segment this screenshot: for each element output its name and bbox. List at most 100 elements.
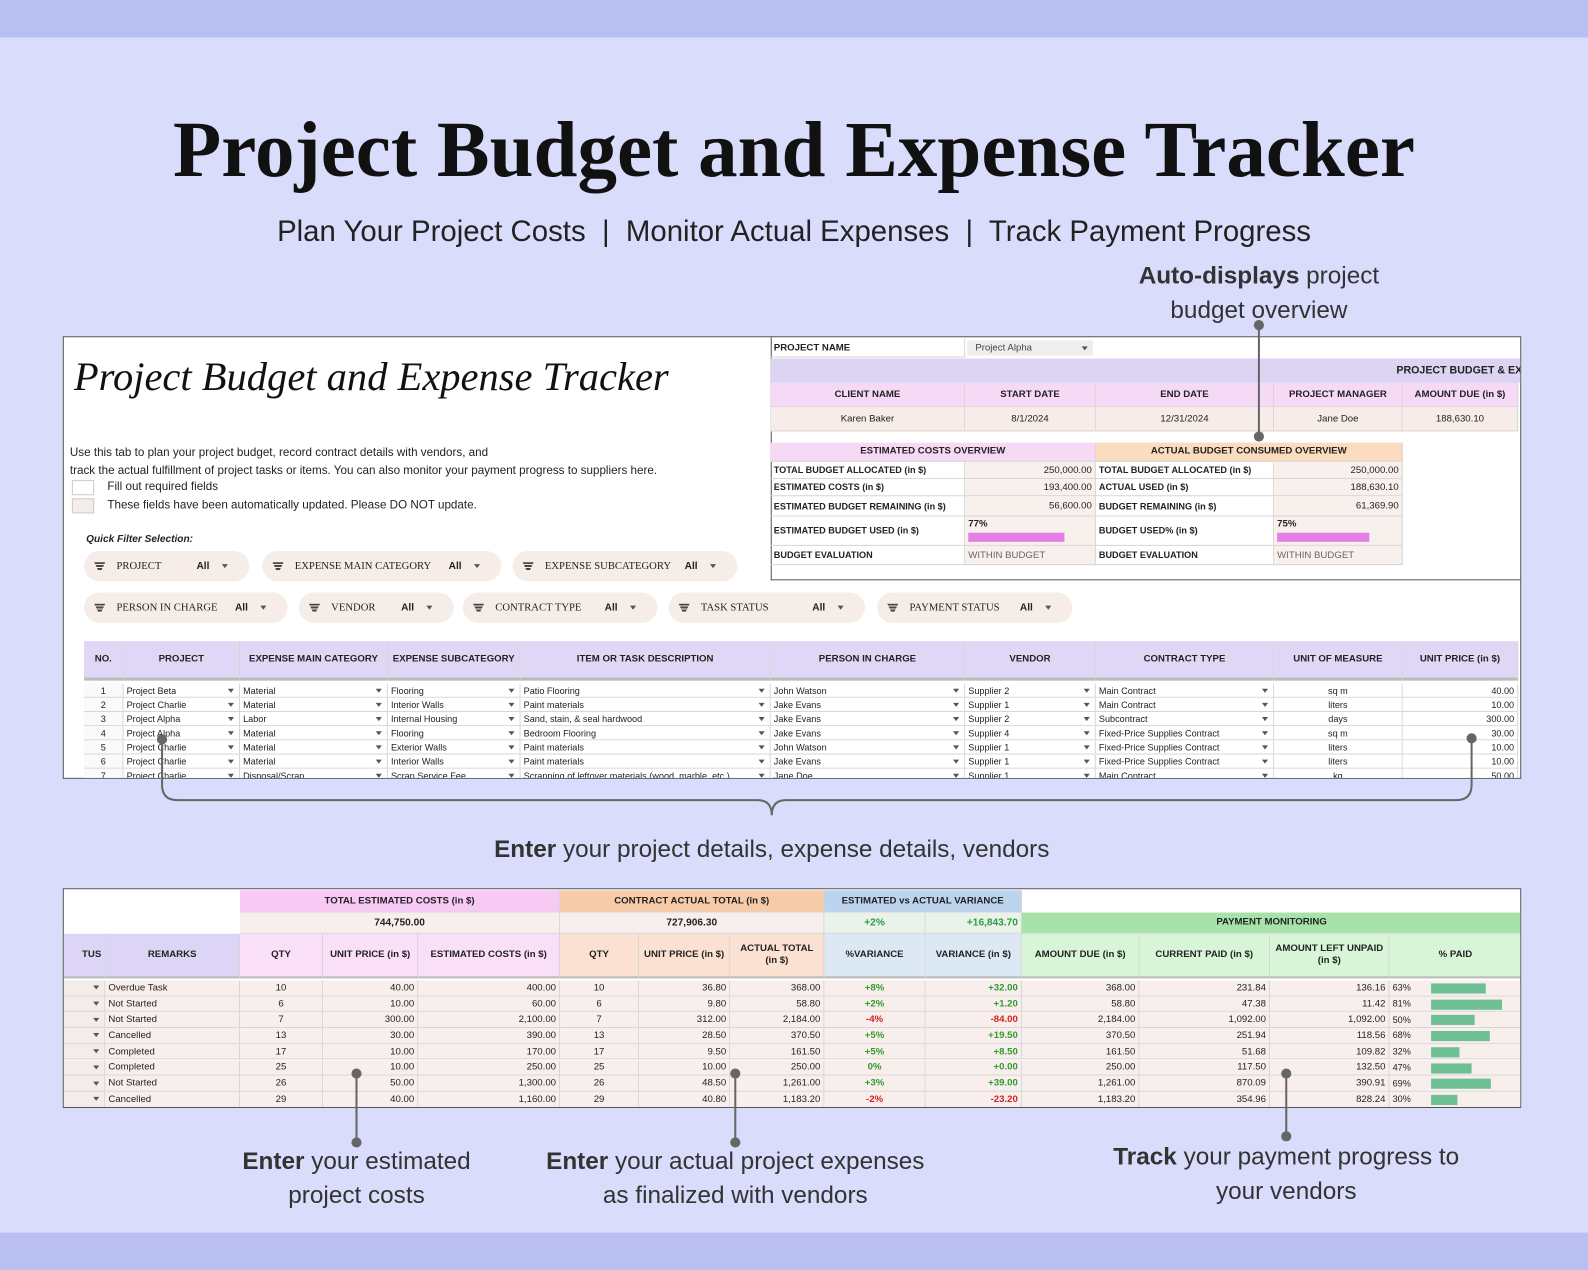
project-dropdown[interactable]: Project Alpha bbox=[967, 340, 1093, 356]
table-cell: -4% bbox=[824, 1012, 926, 1029]
table-cell: 10.00 bbox=[323, 1043, 419, 1060]
overview-value: 250,000.00 bbox=[965, 461, 1096, 480]
filter-pill[interactable] bbox=[84, 550, 250, 582]
table-cell: Material bbox=[240, 740, 388, 755]
filter-value: All bbox=[685, 551, 721, 581]
table-cell: 25 bbox=[240, 1059, 324, 1076]
table-cell: 1,160.00 bbox=[418, 1091, 561, 1107]
group-total: 727,906.30 bbox=[560, 912, 825, 934]
table-cell: Material bbox=[240, 683, 388, 698]
table-cell: 10.00 bbox=[323, 996, 419, 1013]
info-header: PROJECT MANAGER bbox=[1274, 382, 1403, 408]
table-cell: 870.09 bbox=[1139, 1075, 1271, 1092]
table-cell: Not Started bbox=[105, 1012, 241, 1029]
filter-pill[interactable] bbox=[462, 592, 658, 623]
info-header: CLIENT NAME bbox=[770, 382, 966, 408]
callout-text: your payment progress to bbox=[1183, 1143, 1460, 1171]
info-value: 188,630.10 bbox=[1402, 407, 1519, 432]
table-cell: John Watson bbox=[770, 683, 966, 698]
table-cell: 9.50 bbox=[639, 1043, 731, 1060]
table-cell: 250.00 bbox=[418, 1059, 561, 1076]
table-cell: +39.00 bbox=[925, 1075, 1022, 1092]
table-cell: 25 bbox=[560, 1059, 640, 1076]
status-dropdown[interactable] bbox=[63, 1091, 106, 1107]
table-cell: 6 bbox=[560, 996, 640, 1013]
table-cell: 300.00 bbox=[323, 1012, 419, 1029]
legend-swatch bbox=[71, 498, 95, 514]
callout-text: as finalized with vendors bbox=[602, 1181, 868, 1210]
status-dropdown[interactable] bbox=[63, 980, 106, 997]
overview-label: BUDGET USED% (in $) bbox=[1095, 516, 1275, 546]
filter-label: PERSON IN CHARGE bbox=[116, 602, 218, 614]
table-cell: 2,100.00 bbox=[418, 1012, 561, 1029]
table-cell: 17 bbox=[560, 1043, 640, 1060]
table-cell: Paint materials bbox=[520, 754, 771, 769]
filter-label: CONTRACT TYPE bbox=[495, 602, 582, 614]
table-cell: liters bbox=[1274, 754, 1403, 769]
table-cell: Labor bbox=[240, 711, 388, 727]
sheet-panel: TOTAL ESTIMATED COSTS (in $) 744,750.00 CO… bbox=[62, 888, 1522, 1109]
table-cell: 51.68 bbox=[1139, 1043, 1271, 1060]
table-cell: Project Alpha bbox=[123, 711, 241, 727]
callout-text: project costs bbox=[288, 1181, 425, 1210]
status-dropdown[interactable] bbox=[63, 1059, 106, 1076]
quick-filter-label: Quick Filter Selection: bbox=[86, 533, 194, 545]
table-cell: Jake Evans bbox=[770, 697, 966, 712]
filter-pill[interactable] bbox=[512, 550, 738, 582]
table-cell: 3 bbox=[84, 711, 124, 727]
callout-bold: Enter bbox=[494, 835, 557, 863]
table-cell: 50.00 bbox=[1402, 768, 1519, 778]
table-header: AMOUNT DUE (in $) bbox=[1021, 933, 1140, 979]
filter-pill[interactable] bbox=[668, 592, 865, 623]
table-header: CURRENT PAID (in $) bbox=[1139, 933, 1271, 979]
group-total: +2% bbox=[824, 912, 926, 934]
table-cell: Fixed-Price Supplies Contract bbox=[1095, 754, 1275, 769]
overview-value: 250,000.00 bbox=[1274, 461, 1403, 480]
table-cell: Material bbox=[240, 754, 388, 769]
table-cell: days bbox=[1274, 711, 1403, 727]
group-total: +16,843.70 bbox=[925, 912, 1022, 934]
table-header: CONTRACT TYPE bbox=[1095, 641, 1275, 681]
table-cell: 161.50 bbox=[730, 1043, 825, 1060]
table-cell: 368.00 bbox=[730, 980, 825, 997]
status-dropdown[interactable] bbox=[63, 1012, 106, 1029]
callout: Enter your estimated project costs bbox=[32, 1144, 680, 1213]
table-cell: Exterior Walls bbox=[387, 740, 521, 755]
filter-icon bbox=[887, 603, 899, 612]
callout-bold: Enter bbox=[242, 1147, 305, 1175]
callout-bold: Track bbox=[1113, 1143, 1177, 1171]
table-cell: Project Alpha bbox=[123, 726, 241, 741]
filter-pill[interactable] bbox=[877, 592, 1073, 623]
filter-value: All bbox=[235, 592, 271, 622]
overview-value: 56,600.00 bbox=[965, 496, 1096, 517]
status-dropdown[interactable] bbox=[63, 1075, 106, 1092]
table-cell: +5% bbox=[824, 1043, 926, 1060]
table-cell: Supplier 1 bbox=[965, 754, 1096, 769]
callout-line: Enter your estimated bbox=[32, 1144, 680, 1178]
status-dropdown[interactable] bbox=[63, 996, 106, 1013]
table-header: NO. bbox=[84, 641, 124, 681]
table-cell: +0.00 bbox=[925, 1059, 1022, 1076]
filter-icon bbox=[522, 562, 534, 571]
filter-value: All bbox=[812, 592, 848, 622]
filter-pill[interactable] bbox=[84, 592, 288, 623]
table-cell: 1,300.00 bbox=[418, 1075, 561, 1092]
table-cell: 1,092.00 bbox=[1270, 1012, 1390, 1029]
table-cell: Paint materials bbox=[520, 740, 771, 755]
table-cell: 1,183.20 bbox=[730, 1091, 825, 1107]
status-dropdown[interactable] bbox=[63, 1043, 106, 1060]
table-cell: Main Contract bbox=[1095, 683, 1275, 698]
table-cell: 312.00 bbox=[639, 1012, 731, 1029]
table-cell: 10.00 bbox=[1402, 697, 1519, 712]
status-dropdown[interactable] bbox=[63, 1028, 106, 1044]
overview-title: ACTUAL BUDGET CONSUMED OVERVIEW bbox=[1095, 442, 1403, 462]
table-cell: Jane Doe bbox=[770, 768, 966, 778]
table-cell: 10.00 bbox=[639, 1059, 731, 1076]
table-cell: Fixed-Price Supplies Contract bbox=[1095, 740, 1275, 755]
table-cell: John Watson bbox=[770, 740, 966, 755]
group-total: 744,750.00 bbox=[240, 912, 561, 934]
table-cell: liters bbox=[1274, 740, 1403, 755]
callout-text: your project details, expense details, v… bbox=[562, 835, 1050, 863]
filter-pill[interactable] bbox=[262, 550, 502, 582]
table-cell: 58.80 bbox=[730, 996, 825, 1013]
